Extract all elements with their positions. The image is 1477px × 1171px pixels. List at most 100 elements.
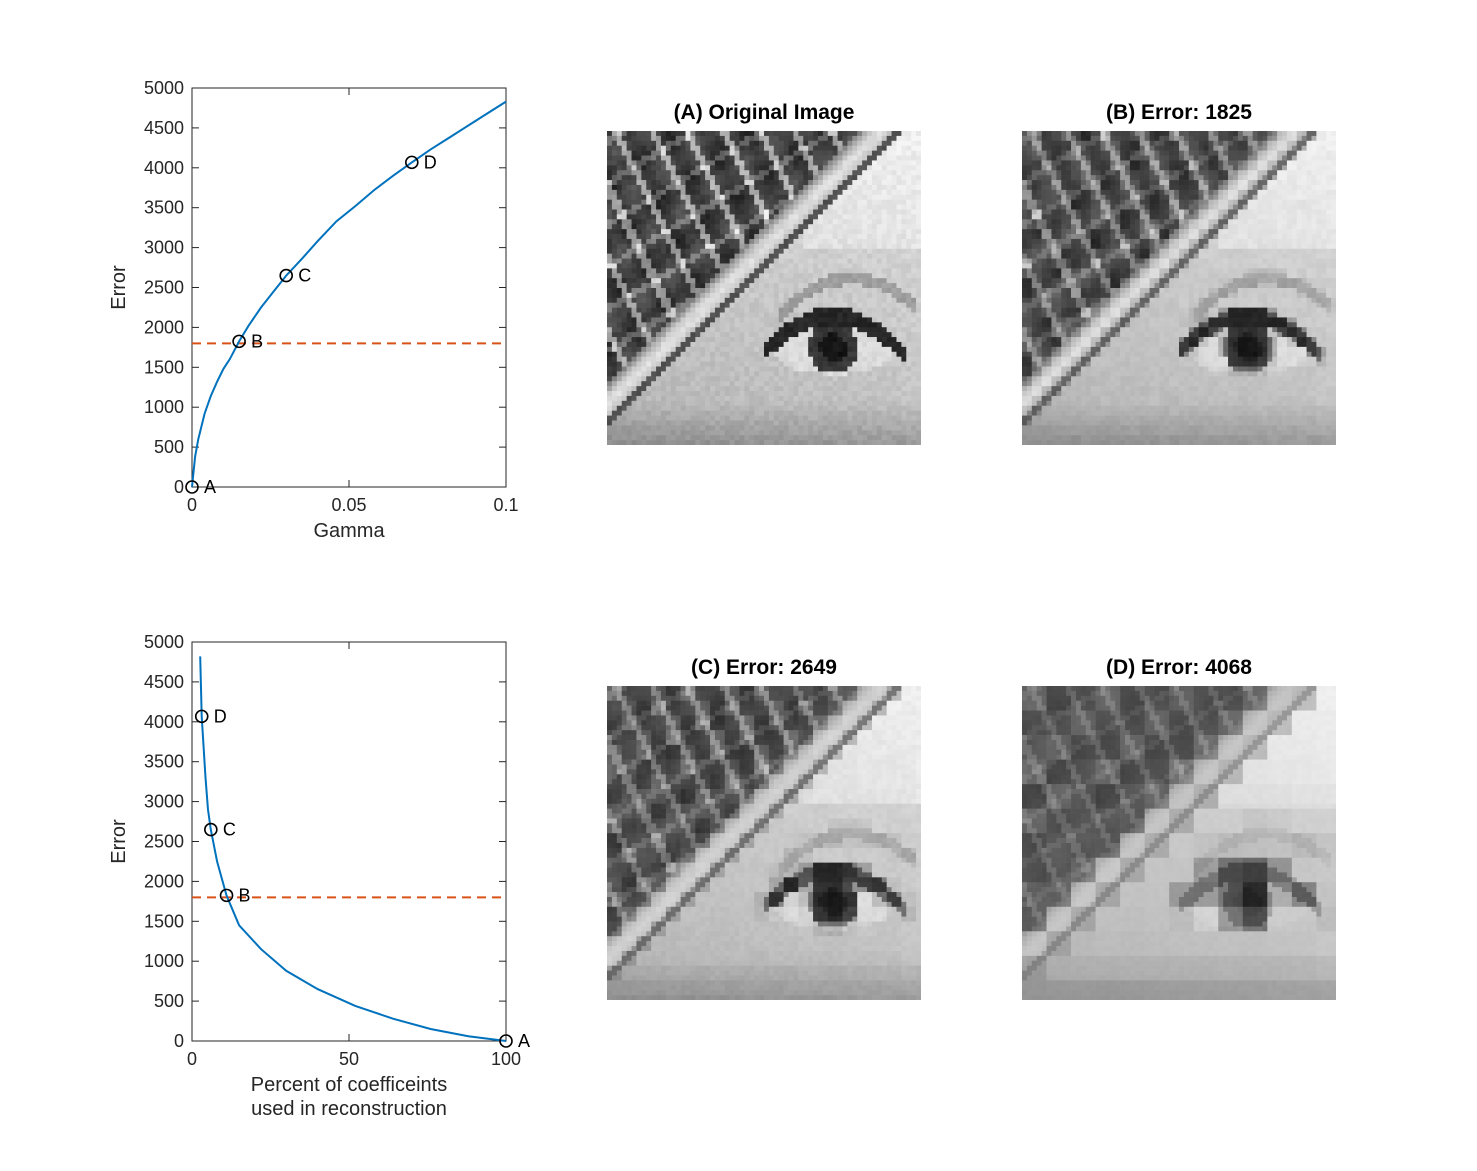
image-original-pixel <box>852 366 858 372</box>
image-original-pixel <box>862 288 868 294</box>
image-original-pixel <box>916 415 922 421</box>
image-original-pixel <box>847 346 853 353</box>
image-original-pixel <box>700 410 706 416</box>
image-original-pixel <box>665 327 672 333</box>
image-b-pixel <box>1144 175 1150 181</box>
image-original-pixel <box>783 253 789 259</box>
image-original-pixel <box>827 140 833 147</box>
image-original-pixel <box>817 415 824 421</box>
image-original-pixel <box>724 263 730 269</box>
image-original-pixel <box>685 258 691 264</box>
image-original-pixel <box>768 170 775 176</box>
image-original-pixel <box>621 307 627 313</box>
image-original-pixel <box>867 180 873 186</box>
image-original-pixel <box>827 194 833 200</box>
image-b-pixel <box>1164 131 1170 137</box>
image-original-pixel <box>832 189 838 196</box>
image-original-pixel <box>690 209 696 215</box>
image-original-pixel <box>616 140 623 147</box>
image-original-pixel <box>705 204 711 210</box>
image-original-pixel <box>719 440 726 446</box>
image-original-pixel <box>626 346 632 353</box>
image-original-pixel <box>616 214 623 220</box>
image-original-pixel <box>656 322 662 328</box>
image-original-pixel <box>621 351 627 357</box>
image-original-pixel <box>768 307 775 313</box>
image-original-pixel <box>675 165 681 171</box>
image-original-pixel <box>754 425 760 431</box>
image-b-pixel <box>1046 175 1052 181</box>
image-b-pixel <box>1066 170 1072 176</box>
image-original-pixel <box>867 278 873 284</box>
image-original-pixel <box>626 425 632 431</box>
image-original-pixel <box>665 381 672 387</box>
image-original-pixel <box>719 224 726 230</box>
image-original-pixel <box>685 322 691 328</box>
image-b-pixel <box>1144 180 1150 186</box>
image-b-pixel <box>1306 135 1312 142</box>
image-original-pixel <box>764 175 770 181</box>
image-original-pixel <box>788 341 794 348</box>
image-b-pixel <box>1223 180 1229 186</box>
image-original-pixel <box>621 199 627 205</box>
image-original-pixel <box>646 297 652 304</box>
image-original-pixel <box>817 435 824 441</box>
image-original-pixel <box>886 430 892 436</box>
image-original-pixel <box>768 214 775 220</box>
image-original-pixel <box>724 238 730 245</box>
image-original-pixel <box>788 145 794 151</box>
image-original-pixel <box>896 131 902 137</box>
image-original-pixel <box>773 155 780 161</box>
image-original-pixel <box>901 288 907 294</box>
image-b-pixel <box>1232 165 1239 171</box>
image-original-pixel <box>675 302 681 308</box>
image-b-pixel <box>1036 180 1042 186</box>
image-original-pixel <box>670 366 676 372</box>
image-original-pixel <box>832 175 838 181</box>
image-original-pixel <box>739 160 745 166</box>
image-original-pixel <box>607 155 613 161</box>
image-original-pixel <box>793 268 799 274</box>
image-original-pixel <box>641 322 647 328</box>
image-original-pixel <box>729 415 735 421</box>
image-original-pixel <box>631 234 637 240</box>
image-original-pixel <box>778 214 784 220</box>
image-original-pixel <box>611 243 618 250</box>
image-original-pixel <box>685 224 691 230</box>
image-b-pixel <box>1154 175 1160 181</box>
image-original-pixel <box>719 131 726 137</box>
image-b-pixel <box>1129 150 1136 156</box>
image-original-pixel <box>710 317 716 323</box>
image-original-pixel <box>734 332 740 338</box>
image-original-pixel <box>793 189 799 196</box>
image-original-pixel <box>876 366 883 372</box>
image-original-pixel <box>611 189 618 196</box>
image-original-pixel <box>817 209 824 215</box>
image-original-pixel <box>616 317 623 323</box>
image-original-pixel <box>808 410 814 416</box>
image-original-pixel <box>817 327 824 333</box>
image-original-pixel <box>837 175 843 181</box>
image-original-pixel <box>719 400 726 407</box>
image-original-pixel <box>626 253 632 259</box>
image-original-pixel <box>705 273 711 279</box>
image-original-pixel <box>773 224 780 230</box>
image-original-pixel <box>847 273 853 279</box>
image-original-pixel <box>852 288 858 294</box>
image-original-pixel <box>616 376 623 382</box>
image-original-pixel <box>857 288 863 294</box>
image-original-pixel <box>813 224 819 230</box>
image-original-pixel <box>837 351 843 357</box>
image-b-pixel <box>1036 160 1042 166</box>
image-original-pixel <box>724 327 730 333</box>
image-b-pixel <box>1321 155 1327 161</box>
image-original-pixel <box>832 263 838 269</box>
image-original-pixel <box>891 224 897 230</box>
image-original-pixel <box>724 307 730 313</box>
image-original-pixel <box>847 175 853 181</box>
image-original-pixel <box>744 263 750 269</box>
image-original-pixel <box>803 165 809 171</box>
image-original-pixel <box>803 297 809 304</box>
image-original-pixel <box>636 341 642 348</box>
image-original-pixel <box>876 145 883 151</box>
